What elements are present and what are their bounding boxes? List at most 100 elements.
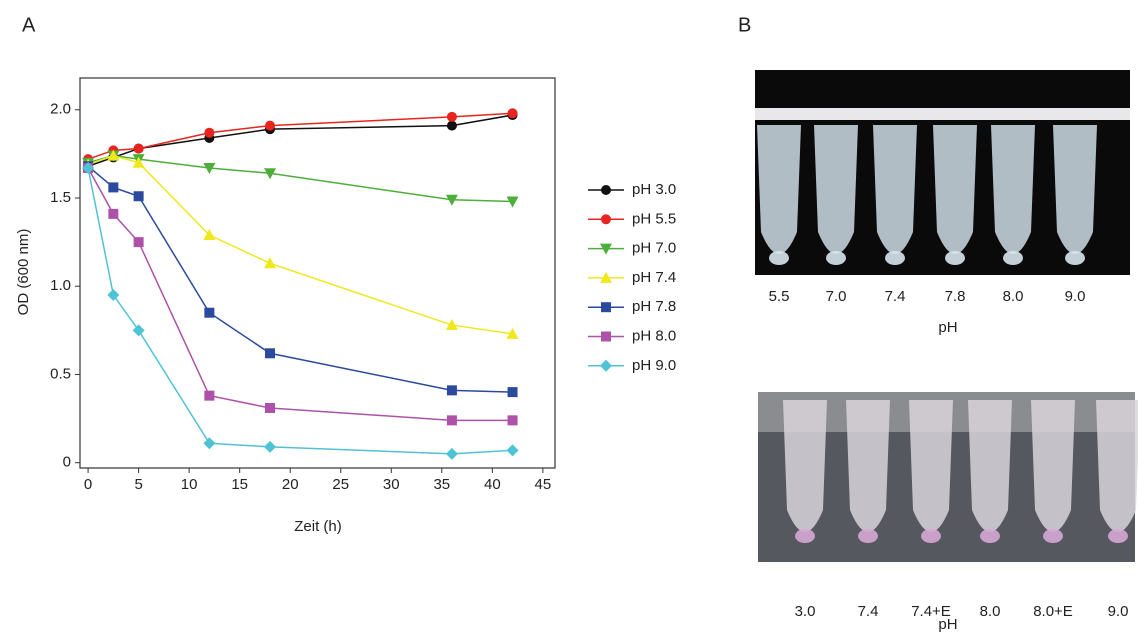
tube-label: 7.8: [945, 288, 966, 305]
x-tick-label: 35: [433, 476, 450, 493]
panel-label: B: [738, 14, 751, 36]
tube: [991, 125, 1035, 254]
marker: [133, 143, 144, 154]
x-tick-label: 15: [231, 476, 248, 493]
marker: [203, 163, 216, 174]
x-axis-label: Zeit (h): [294, 518, 342, 535]
tube-label: 7.4+E: [911, 603, 951, 620]
legend-label: pH 7.0: [632, 240, 676, 257]
tube: [814, 125, 858, 254]
marker: [506, 444, 519, 457]
x-tick-label: 20: [282, 476, 299, 493]
tube: [1053, 125, 1097, 254]
tube: [933, 125, 977, 254]
marker: [445, 194, 458, 206]
legend-label: pH 9.0: [632, 357, 676, 374]
tube: [757, 125, 801, 254]
series-line: [87, 154, 513, 335]
legend-label: pH 8.0: [632, 327, 676, 344]
legend-label: pH 3.0: [632, 181, 676, 198]
x-tick-label: 45: [535, 476, 552, 493]
marker: [507, 415, 518, 426]
marker: [108, 208, 119, 219]
tube-label: 7.4: [858, 603, 879, 620]
tube: [873, 125, 917, 254]
marker: [108, 182, 119, 193]
series-line: [87, 167, 513, 455]
marker: [204, 390, 215, 401]
tube: [1096, 400, 1138, 532]
marker: [507, 108, 518, 119]
tube-bottom: [826, 251, 846, 265]
marker: [264, 440, 276, 453]
marker: [265, 348, 275, 359]
x-tick-label: 25: [332, 476, 349, 493]
x-tick-label: 40: [484, 476, 501, 493]
series-line: [87, 167, 513, 422]
marker: [600, 359, 612, 372]
x-tick-label: 5: [134, 476, 142, 493]
marker: [132, 324, 145, 337]
tube-bottom: [1108, 529, 1128, 543]
marker: [204, 307, 215, 318]
marker: [446, 120, 457, 131]
panel-label: A: [22, 14, 36, 36]
marker: [507, 387, 518, 398]
tube-label: 8.0: [1003, 288, 1024, 305]
tube: [968, 400, 1012, 532]
marker: [264, 168, 276, 180]
plot-frame: [79, 77, 556, 469]
y-tick-label: 1.0: [50, 277, 71, 294]
marker: [445, 319, 458, 331]
marker: [132, 156, 145, 168]
legend-label: pH 7.8: [632, 298, 676, 315]
marker: [107, 289, 120, 302]
marker: [203, 437, 216, 450]
tube-label: 7.0: [826, 288, 847, 305]
tube-label: 8.0: [980, 603, 1001, 620]
tube-bottom: [945, 251, 965, 265]
y-tick-label: 0: [63, 454, 71, 471]
tube: [909, 400, 953, 532]
tube-bottom: [769, 251, 789, 265]
tube-bottom: [1065, 251, 1085, 265]
tube: [1031, 400, 1075, 532]
tube-bottom: [921, 529, 941, 543]
tube-bottom: [1043, 529, 1063, 543]
tube-label: 3.0: [795, 603, 816, 620]
rack: [755, 108, 1130, 120]
marker: [446, 385, 457, 396]
marker: [446, 111, 457, 122]
tube-label: 9.0: [1065, 288, 1086, 305]
tube-bottom: [980, 529, 1000, 543]
y-tick-label: 0.5: [50, 365, 71, 382]
tube-label: 8.0+E: [1033, 603, 1073, 620]
x-tick-label: 0: [84, 476, 92, 493]
y-tick-label: 1.5: [50, 189, 71, 206]
photo-axis-label: pH: [938, 319, 957, 336]
marker: [506, 196, 519, 208]
marker: [203, 229, 216, 241]
photo-axis-label: pH: [938, 616, 957, 633]
marker: [445, 447, 458, 460]
marker: [446, 415, 457, 426]
x-tick-label: 30: [383, 476, 400, 493]
tube: [783, 400, 827, 532]
tube-label: 5.5: [769, 288, 790, 305]
tube-bottom: [858, 529, 878, 543]
tube-label: 9.0: [1108, 603, 1129, 620]
marker: [265, 403, 275, 413]
marker: [264, 257, 276, 269]
marker: [601, 185, 611, 195]
marker: [82, 162, 95, 174]
tube-bottom: [795, 529, 815, 543]
tube-label: 7.4: [885, 288, 906, 305]
legend-label: pH 7.4: [632, 269, 676, 286]
legend-label: pH 5.5: [632, 210, 676, 227]
marker: [600, 243, 612, 255]
marker: [600, 271, 612, 283]
marker: [204, 127, 215, 138]
tube-bottom: [1003, 251, 1023, 265]
marker: [133, 237, 144, 248]
marker: [601, 331, 611, 342]
